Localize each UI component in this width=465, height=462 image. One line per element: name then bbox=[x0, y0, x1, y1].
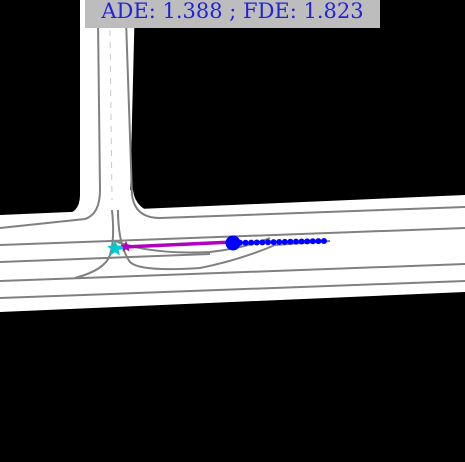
road-north-segment bbox=[80, 0, 135, 200]
lane-lines bbox=[0, 19, 465, 299]
ground-truth-point bbox=[265, 239, 271, 246]
ground-truth-point bbox=[276, 239, 283, 245]
ground-truth-point bbox=[253, 239, 260, 246]
lane-boundary-center bbox=[0, 253, 211, 263]
prediction-track bbox=[124, 240, 234, 249]
ground-truth-future-points bbox=[237, 238, 327, 246]
ground-truth-point bbox=[281, 238, 288, 245]
lane-boundary-bottom bbox=[0, 280, 465, 299]
current-position-marker bbox=[225, 235, 241, 251]
ground-truth-point bbox=[315, 238, 322, 245]
metrics-label: ADE: 1.388 ; FDE: 1.823 bbox=[85, 0, 380, 28]
ground-truth-point bbox=[248, 239, 255, 246]
road-intersection-corner bbox=[60, 190, 160, 215]
ground-truth-point bbox=[259, 239, 266, 246]
road-surface bbox=[0, 0, 465, 312]
ground-truth-point bbox=[309, 238, 316, 245]
ground-truth-point bbox=[304, 238, 311, 245]
ground-truth-point bbox=[287, 238, 294, 245]
start-star-icon bbox=[107, 240, 123, 256]
ground-truth-point bbox=[293, 238, 299, 245]
trajectories bbox=[107, 235, 327, 256]
turn-lane-curve-1 bbox=[74, 209, 115, 279]
ground-truth-point bbox=[321, 238, 327, 244]
lane-boundary-top-east bbox=[125, 19, 465, 220]
road-east-west-segment bbox=[0, 195, 465, 312]
prediction-start-star-icon bbox=[120, 241, 132, 252]
lane-boundary-top bbox=[0, 19, 102, 229]
lane-dash-north bbox=[109, 29, 113, 201]
ground-truth-point bbox=[270, 239, 277, 246]
ground-truth-point bbox=[298, 238, 305, 245]
ground-truth-point bbox=[242, 239, 249, 246]
